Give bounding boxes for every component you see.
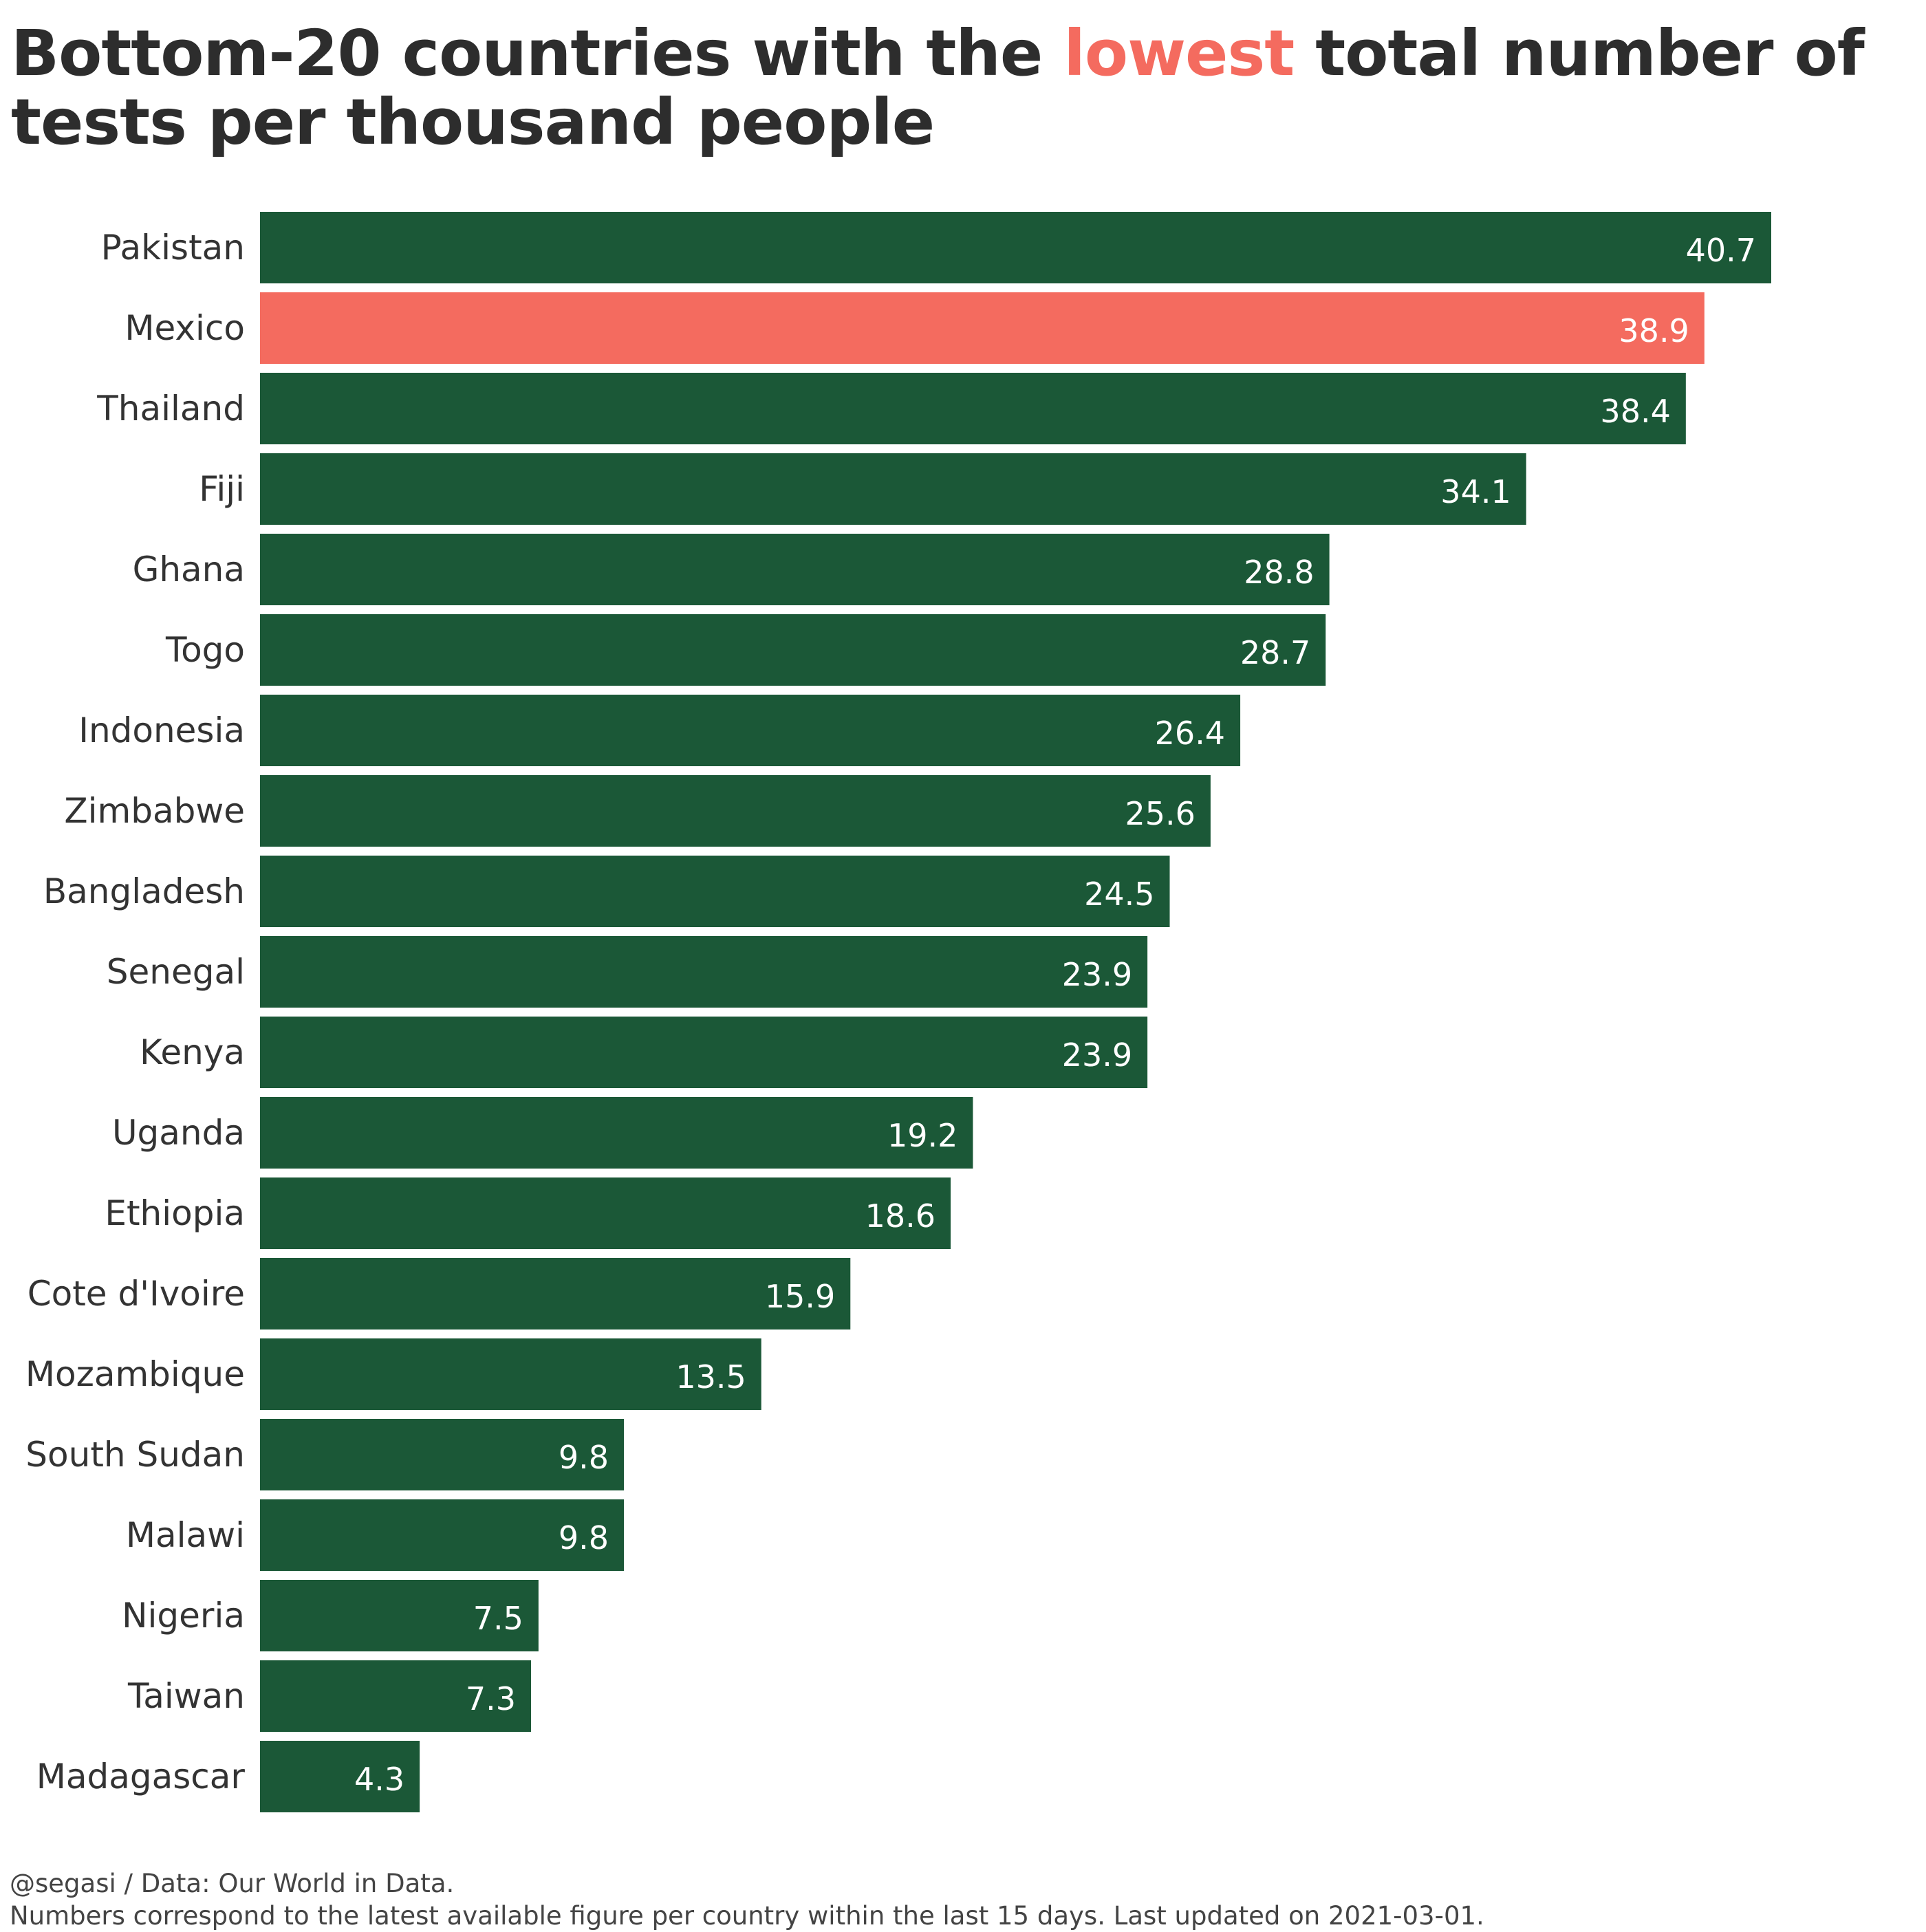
bar-pakistan bbox=[260, 212, 1771, 283]
bar-zimbabwe bbox=[260, 775, 1211, 847]
bar-ghana bbox=[260, 534, 1330, 605]
category-label-mozambique: Mozambique bbox=[25, 1354, 245, 1394]
value-label-togo: 28.7 bbox=[1240, 634, 1310, 671]
value-label-taiwan: 7.3 bbox=[466, 1680, 516, 1717]
footer: @segasi / Data: Our World in Data. Numbe… bbox=[10, 1867, 1915, 1932]
value-label-mozambique: 13.5 bbox=[675, 1358, 746, 1396]
category-label-kenya: Kenya bbox=[140, 1032, 245, 1072]
bar-cote-d-ivoire bbox=[260, 1258, 851, 1329]
value-label-bangladesh: 24.5 bbox=[1084, 876, 1154, 913]
category-label-thailand: Thailand bbox=[96, 389, 245, 428]
bar-thailand bbox=[260, 373, 1686, 444]
bar-madagascar bbox=[260, 1741, 420, 1812]
value-label-madagascar: 4.3 bbox=[354, 1761, 404, 1798]
bar-senegal bbox=[260, 936, 1148, 1008]
chart-title-end: total number of tests per thousand peopl… bbox=[11, 17, 1865, 159]
bar-south-sudan bbox=[260, 1419, 625, 1490]
value-label-malawi: 9.8 bbox=[559, 1519, 609, 1556]
category-label-south-sudan: South Sudan bbox=[25, 1435, 245, 1475]
footer-source: @segasi / Data: Our World in Data. bbox=[10, 1869, 455, 1898]
bar-indonesia bbox=[260, 695, 1241, 766]
footer-note: Numbers correspond to the latest availab… bbox=[10, 1901, 1484, 1931]
category-label-indonesia: Indonesia bbox=[78, 710, 245, 750]
bar-uganda bbox=[260, 1097, 973, 1169]
category-label-ghana: Ghana bbox=[133, 550, 245, 589]
bar-ethiopia bbox=[260, 1177, 951, 1249]
category-label-malawi: Malawi bbox=[126, 1515, 245, 1555]
value-label-indonesia: 26.4 bbox=[1155, 715, 1225, 752]
bar-taiwan bbox=[260, 1660, 532, 1732]
value-label-kenya: 23.9 bbox=[1062, 1036, 1132, 1074]
bar-togo bbox=[260, 614, 1326, 686]
category-label-ethiopia: Ethiopia bbox=[105, 1193, 245, 1233]
value-label-group: 40.7 38.9 38.4 34.1 28.8 28.7 26.4 25.6 24.5 23.9… bbox=[354, 232, 1756, 1798]
value-label-senegal: 23.9 bbox=[1062, 956, 1132, 993]
value-label-mexico: 38.9 bbox=[1619, 312, 1689, 349]
category-label-senegal: Senegal bbox=[107, 952, 245, 992]
category-label-mexico: Mexico bbox=[125, 308, 245, 348]
chart-title: Bottom-20 countries with the lowest tota… bbox=[11, 19, 1909, 157]
chart-title-start: Bottom-20 countries with the bbox=[11, 17, 1064, 90]
bar-mexico bbox=[260, 292, 1705, 364]
category-label-fiji: Fiji bbox=[199, 469, 245, 509]
bar-nigeria bbox=[260, 1580, 539, 1651]
value-label-uganda: 19.2 bbox=[887, 1117, 957, 1154]
chart-title-highlight: lowest bbox=[1063, 17, 1295, 90]
category-label-madagascar: Madagascar bbox=[36, 1757, 246, 1797]
category-label-uganda: Uganda bbox=[112, 1113, 245, 1153]
bar-group bbox=[260, 212, 1771, 1812]
value-label-ethiopia: 18.6 bbox=[865, 1197, 935, 1235]
value-label-nigeria: 7.5 bbox=[473, 1600, 523, 1637]
category-label-togo: Togo bbox=[165, 630, 245, 670]
category-label-pakistan: Pakistan bbox=[101, 228, 245, 268]
value-label-pakistan: 40.7 bbox=[1686, 232, 1756, 269]
category-label-zimbabwe: Zimbabwe bbox=[64, 791, 245, 831]
value-label-fiji: 34.1 bbox=[1440, 473, 1511, 510]
value-label-thailand: 38.4 bbox=[1600, 393, 1670, 430]
category-label-bangladesh: Bangladesh bbox=[43, 871, 245, 911]
bar-bangladesh bbox=[260, 856, 1170, 927]
bar-mozambique bbox=[260, 1338, 761, 1410]
value-label-zimbabwe: 25.6 bbox=[1125, 795, 1195, 832]
category-label-taiwan: Taiwan bbox=[127, 1676, 245, 1716]
bar-malawi bbox=[260, 1499, 625, 1571]
bar-fiji bbox=[260, 453, 1526, 525]
bar-kenya bbox=[260, 1017, 1148, 1088]
value-label-cote-d-ivoire: 15.9 bbox=[765, 1278, 835, 1315]
category-label-nigeria: Nigeria bbox=[122, 1596, 245, 1636]
category-label-cote-d-ivoire: Cote d'Ivoire bbox=[28, 1274, 245, 1314]
value-label-south-sudan: 9.8 bbox=[559, 1439, 609, 1476]
value-label-ghana: 28.8 bbox=[1244, 554, 1314, 591]
category-label-group: Pakistan Mexico Thailand Fiji Ghana Togo Indon… bbox=[25, 228, 246, 1797]
